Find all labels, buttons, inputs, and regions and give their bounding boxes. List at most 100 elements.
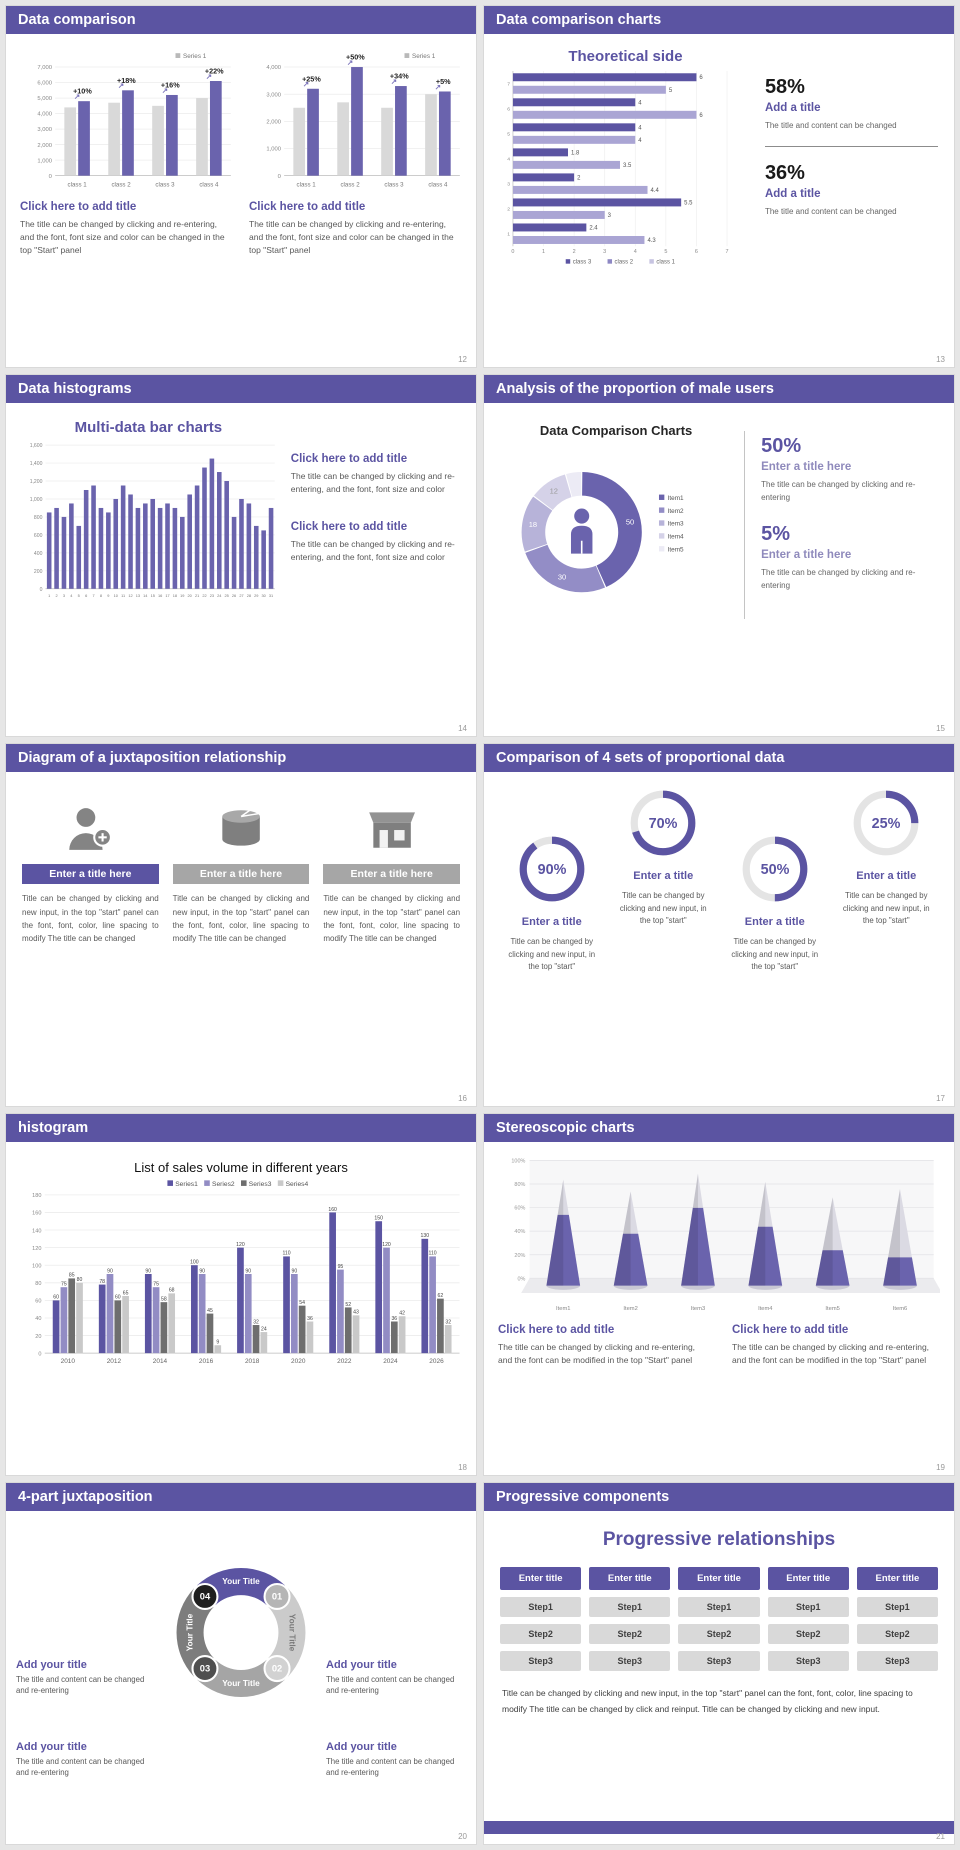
svg-text:14: 14 [143, 593, 148, 598]
column-title: Enter a title here [22, 864, 159, 885]
slide-title-bar: Data comparison [6, 6, 476, 34]
chart-title: Multi-data bar charts [74, 419, 223, 437]
ring-column: 70% Enter a title Title can be changed b… [614, 786, 714, 973]
svg-text:100%: 100% [511, 1158, 525, 1164]
svg-text:class 3: class 3 [384, 181, 404, 188]
svg-text:90: 90 [245, 1268, 251, 1274]
slide-title-bar: Data comparison charts [484, 6, 954, 34]
slide-data-comparison[interactable]: Data comparison Series 1 0 1,000 2,000 3,000… [5, 5, 477, 369]
slide-title-bar: Stereoscopic charts [484, 1113, 954, 1142]
svg-text:12: 12 [550, 487, 558, 496]
svg-text:Your Title: Your Title [222, 1678, 260, 1688]
svg-text:2022: 2022 [337, 1358, 352, 1365]
column-body: Title can be changed by clicking and new… [172, 894, 310, 943]
block-body: The title can be changed by clicking and… [498, 1341, 696, 1365]
svg-text:95: 95 [338, 1264, 344, 1270]
note-text: Title can be changed by clicking and new… [502, 1687, 913, 1714]
slide-stereoscopic-charts[interactable]: Stereoscopic charts 100% 80% 60% 40% 20% 0% It… [483, 1112, 955, 1476]
svg-text:80: 80 [77, 1277, 83, 1283]
donut-chart: 50 30 18 12 Item1 Item2 Item3 Item4 Item5 [521, 472, 684, 593]
column-title: Enter a title here [172, 864, 310, 885]
svg-text:1,600: 1,600 [30, 443, 43, 449]
svg-text:+22%: +22% [205, 67, 224, 76]
svg-text:0: 0 [40, 587, 43, 593]
feature-column: Enter a title here Title can be changed … [323, 796, 461, 945]
svg-text:4: 4 [70, 593, 73, 598]
svg-text:0: 0 [49, 174, 53, 180]
slide-title: Comparison of 4 sets of proportional dat… [496, 750, 785, 767]
slide-title: Data comparison charts [496, 12, 662, 28]
svg-text:1,200: 1,200 [30, 479, 43, 485]
progress-ring-50: 50% [742, 837, 808, 902]
svg-text:20: 20 [35, 1333, 41, 1339]
svg-text:17: 17 [165, 593, 169, 598]
slide-juxtaposition-diagram[interactable]: Diagram of a juxtaposition relationship … [5, 743, 477, 1107]
svg-text:Series1: Series1 [175, 1181, 198, 1188]
svg-text:2: 2 [55, 593, 57, 598]
step-column: Enter title Step1 Step2 Step3 [589, 1566, 671, 1671]
svg-text:40%: 40% [514, 1229, 525, 1235]
svg-text:32: 32 [253, 1319, 259, 1325]
block-body: The title and content can be changed and… [326, 1674, 455, 1696]
svg-text:54: 54 [299, 1300, 305, 1306]
corner-block: Add your title The title and content can… [326, 1741, 468, 1779]
slide-data-histograms[interactable]: Data histograms Multi-data bar charts 0 2… [5, 374, 477, 738]
svg-text:Item5: Item5 [668, 547, 684, 554]
enter-title-button: Enter title [856, 1566, 939, 1590]
slide-proportional-data[interactable]: Comparison of 4 sets of proportional dat… [483, 743, 955, 1107]
ring-body: Title can be changed by clicking and new… [508, 937, 596, 972]
page-number: 18 [458, 1462, 467, 1472]
svg-text:800: 800 [34, 515, 43, 521]
grouped-growth-bar-chart-left: Series 1 0 1,000 2,000 3,000 4,000 5,000 6,000 7… [37, 53, 231, 188]
slide-content: Your Title Your Title Your Title Your Title… [6, 1541, 476, 1844]
svg-text:1: 1 [507, 232, 510, 238]
svg-text:26: 26 [232, 593, 236, 598]
svg-text:60: 60 [35, 1298, 41, 1304]
step-cell: Step2 [856, 1623, 939, 1644]
svg-text:Series3: Series3 [249, 1181, 272, 1188]
svg-text:2.4: 2.4 [589, 225, 598, 231]
ring-title: Enter a title [521, 916, 582, 929]
stat-block: 50% Enter a title here The title can be … [761, 435, 936, 505]
page-number: 17 [936, 1093, 945, 1103]
grouped-bar-chart: Series1 Series2 Series3 Series4 0 20 40 60 80 100… [32, 1179, 460, 1365]
page-number: 13 [936, 355, 945, 365]
svg-text:class 2: class 2 [340, 181, 360, 188]
block-body: The title and content can be changed and… [326, 1756, 455, 1778]
svg-text:30: 30 [558, 573, 566, 582]
ring-column: 25% Enter a title Title can be changed b… [837, 786, 937, 973]
svg-text:2: 2 [577, 175, 581, 181]
column-body: Title can be changed by clicking and new… [323, 894, 461, 943]
section-title: Progressive relationships [602, 1528, 836, 1550]
svg-text:5.5: 5.5 [684, 200, 693, 206]
step-column: Enter title Step1 Step2 Step3 [856, 1566, 939, 1671]
svg-text:22: 22 [202, 593, 206, 598]
svg-text:2026: 2026 [429, 1358, 444, 1365]
svg-text:52: 52 [345, 1301, 351, 1307]
page-number: 12 [458, 355, 467, 365]
stat-block: 36% Add a title The title and content ca… [765, 162, 938, 219]
slide-progressive-components[interactable]: Progressive components Progressive relat… [483, 1481, 955, 1845]
corner-block: Add your title The title and content can… [16, 1741, 158, 1779]
svg-text:5: 5 [78, 593, 80, 598]
slide-4-part-juxtaposition[interactable]: 4-part juxtaposition Your Title Your Titl… [5, 1481, 477, 1845]
svg-text:21: 21 [195, 593, 199, 598]
chart-title: Data Comparison Charts [539, 423, 693, 439]
slide-title: Stereoscopic charts [496, 1119, 635, 1136]
svg-text:Item5: Item5 [825, 1305, 839, 1311]
svg-text:3: 3 [608, 213, 612, 219]
slide-male-users-proportion[interactable]: Analysis of the proportion of male users… [483, 374, 955, 738]
ring-body: Title can be changed by clicking and new… [619, 891, 707, 926]
slide-data-comparison-charts[interactable]: Data comparison charts Theoretical side … [483, 5, 955, 369]
svg-text:4: 4 [638, 100, 642, 106]
block-title: Add your title [326, 1658, 397, 1671]
page-number: 15 [936, 724, 945, 734]
slide-histogram[interactable]: histogram List of sales volume in differ… [5, 1112, 477, 1476]
stat-percentage: 58% [764, 76, 805, 98]
stat-title: Add a title [764, 187, 821, 200]
svg-text:class 2: class 2 [111, 181, 131, 188]
slide-title-bar: Progressive components [484, 1482, 954, 1511]
svg-text:1.8: 1.8 [571, 150, 580, 156]
svg-text:90%: 90% [537, 863, 566, 879]
svg-text:↗: ↗ [391, 77, 397, 86]
